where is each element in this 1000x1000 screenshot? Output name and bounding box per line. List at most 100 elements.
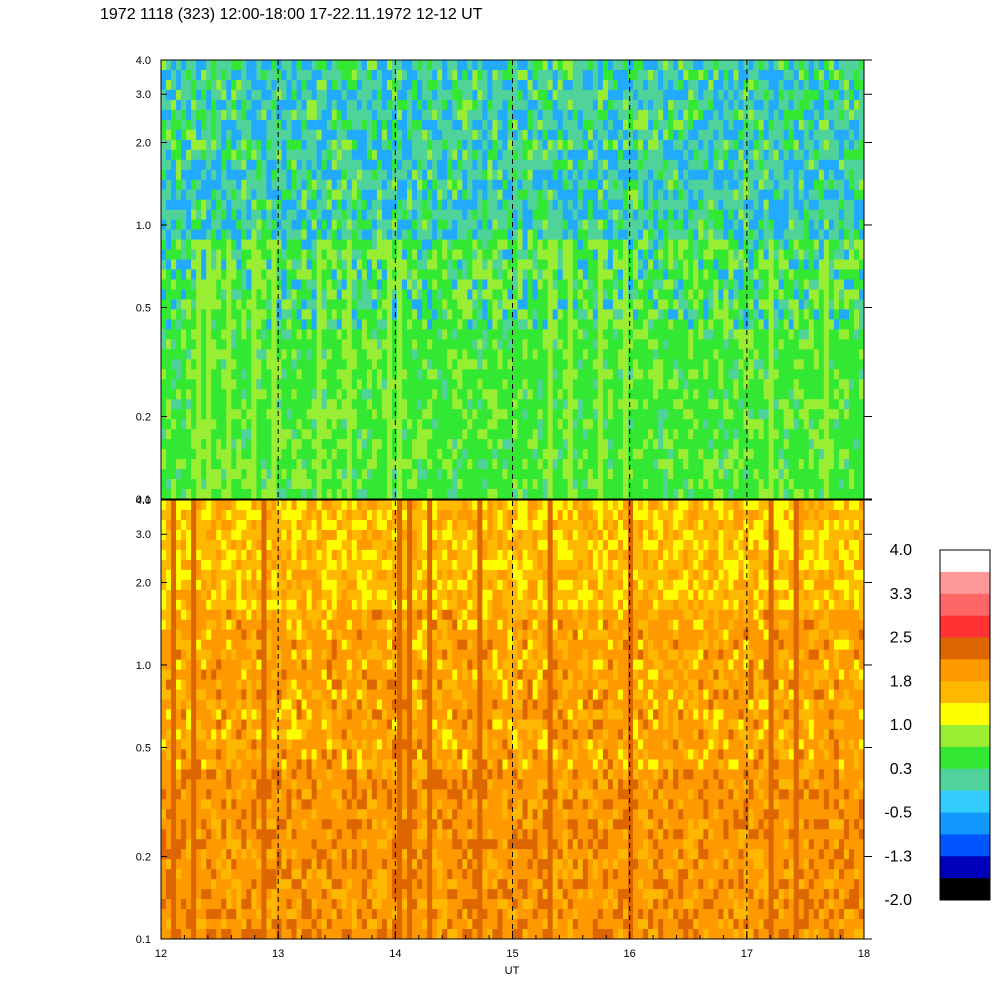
heatmap-cell bbox=[507, 489, 513, 500]
heatmap-cell bbox=[673, 319, 679, 330]
heatmap-cell bbox=[261, 69, 267, 81]
heatmap-cell bbox=[617, 239, 624, 250]
heatmap-cell bbox=[713, 189, 719, 201]
heatmap-cell bbox=[296, 189, 302, 201]
heatmap-cell bbox=[487, 159, 493, 171]
heatmap-cell bbox=[231, 189, 237, 201]
heatmap-cell bbox=[281, 119, 287, 131]
heatmap-cell bbox=[723, 60, 729, 71]
heatmap-cell bbox=[457, 60, 463, 71]
heatmap-cell bbox=[216, 249, 222, 260]
heatmap-cell bbox=[331, 389, 338, 400]
heatmap-cell bbox=[166, 339, 172, 350]
heatmap-cell bbox=[658, 339, 664, 350]
heatmap-cell bbox=[557, 329, 564, 340]
heatmap-cell bbox=[487, 69, 493, 81]
heatmap-cell bbox=[276, 269, 282, 280]
heatmap-cell bbox=[663, 179, 669, 191]
heatmap-cell bbox=[371, 79, 378, 91]
heatmap-cell bbox=[256, 60, 262, 71]
heatmap-cell bbox=[542, 69, 549, 81]
heatmap-cell bbox=[176, 179, 182, 191]
heatmap-cell bbox=[622, 429, 629, 440]
heatmap-cell bbox=[301, 399, 308, 410]
heatmap-cell bbox=[256, 459, 262, 470]
heatmap-cell bbox=[678, 169, 684, 181]
heatmap-cell bbox=[467, 439, 473, 450]
heatmap-cell bbox=[612, 239, 619, 250]
heatmap-cell bbox=[351, 439, 358, 450]
heatmap-cell bbox=[181, 159, 187, 171]
heatmap-cell bbox=[251, 99, 257, 111]
heatmap-cell bbox=[703, 109, 709, 121]
heatmap-cell bbox=[206, 149, 212, 161]
heatmap-cell bbox=[447, 119, 453, 131]
heatmap-cell bbox=[592, 269, 599, 280]
heatmap-cell bbox=[251, 299, 257, 310]
heatmap-cell bbox=[321, 479, 328, 490]
heatmap-cell bbox=[376, 309, 383, 320]
heatmap-cell bbox=[627, 479, 634, 490]
heatmap-cell bbox=[472, 259, 478, 270]
heatmap-cell bbox=[266, 169, 272, 181]
heatmap-cell bbox=[673, 109, 679, 121]
heatmap-cell bbox=[351, 119, 358, 131]
heatmap-cell bbox=[356, 139, 363, 151]
heatmap-cell bbox=[376, 279, 383, 290]
heatmap-cell bbox=[161, 229, 167, 240]
heatmap-cell bbox=[381, 489, 388, 500]
heatmap-cell bbox=[562, 159, 569, 171]
heatmap-cell bbox=[266, 389, 272, 400]
heatmap-cell bbox=[577, 169, 584, 181]
heatmap-cell bbox=[346, 459, 353, 470]
heatmap-cell bbox=[557, 349, 564, 360]
heatmap-cell bbox=[517, 309, 523, 320]
heatmap-cell bbox=[261, 309, 267, 320]
heatmap-cell bbox=[602, 199, 609, 211]
heatmap-cell bbox=[537, 449, 544, 460]
heatmap-cell bbox=[176, 339, 182, 350]
heatmap-cell bbox=[718, 429, 724, 440]
heatmap-cell bbox=[597, 359, 604, 370]
heatmap-cell bbox=[678, 159, 684, 171]
heatmap-cell bbox=[296, 169, 302, 181]
heatmap-cell bbox=[286, 239, 292, 250]
heatmap-cell bbox=[537, 239, 544, 250]
heatmap-cell bbox=[321, 449, 328, 460]
heatmap-cell bbox=[522, 329, 528, 340]
heatmap-cell bbox=[512, 99, 518, 111]
heatmap-cell bbox=[622, 279, 629, 290]
heatmap-cell bbox=[447, 479, 453, 490]
heatmap-cell bbox=[678, 179, 684, 191]
heatmap-cell bbox=[276, 299, 282, 310]
heatmap-cell bbox=[422, 219, 428, 231]
heatmap-cell bbox=[713, 329, 719, 340]
heatmap-cell bbox=[301, 329, 308, 340]
heatmap-cell bbox=[627, 269, 634, 280]
heatmap-cell bbox=[577, 199, 584, 211]
heatmap-cell bbox=[206, 329, 212, 340]
heatmap-cell bbox=[407, 309, 413, 320]
heatmap-cell bbox=[718, 89, 724, 101]
heatmap-cell bbox=[422, 119, 428, 131]
heatmap-cell bbox=[402, 449, 408, 460]
heatmap-cell bbox=[552, 79, 559, 91]
heatmap-cell bbox=[582, 459, 589, 470]
heatmap-cell bbox=[612, 89, 619, 101]
heatmap-cell bbox=[191, 149, 197, 161]
heatmap-cell bbox=[221, 429, 227, 440]
heatmap-cell bbox=[316, 69, 323, 81]
heatmap-cell bbox=[547, 60, 554, 71]
heatmap-cell bbox=[447, 359, 453, 370]
heatmap-cell bbox=[206, 119, 212, 131]
heatmap-cell bbox=[171, 109, 177, 121]
heatmap-cell bbox=[161, 60, 167, 71]
heatmap-cell bbox=[627, 99, 634, 111]
heatmap-cell bbox=[341, 459, 348, 470]
heatmap-cell bbox=[467, 79, 473, 91]
heatmap-cell bbox=[688, 339, 694, 350]
heatmap-cell bbox=[291, 379, 297, 390]
heatmap-cell bbox=[542, 279, 549, 290]
heatmap-cell bbox=[582, 269, 589, 280]
heatmap-cell bbox=[391, 209, 398, 221]
